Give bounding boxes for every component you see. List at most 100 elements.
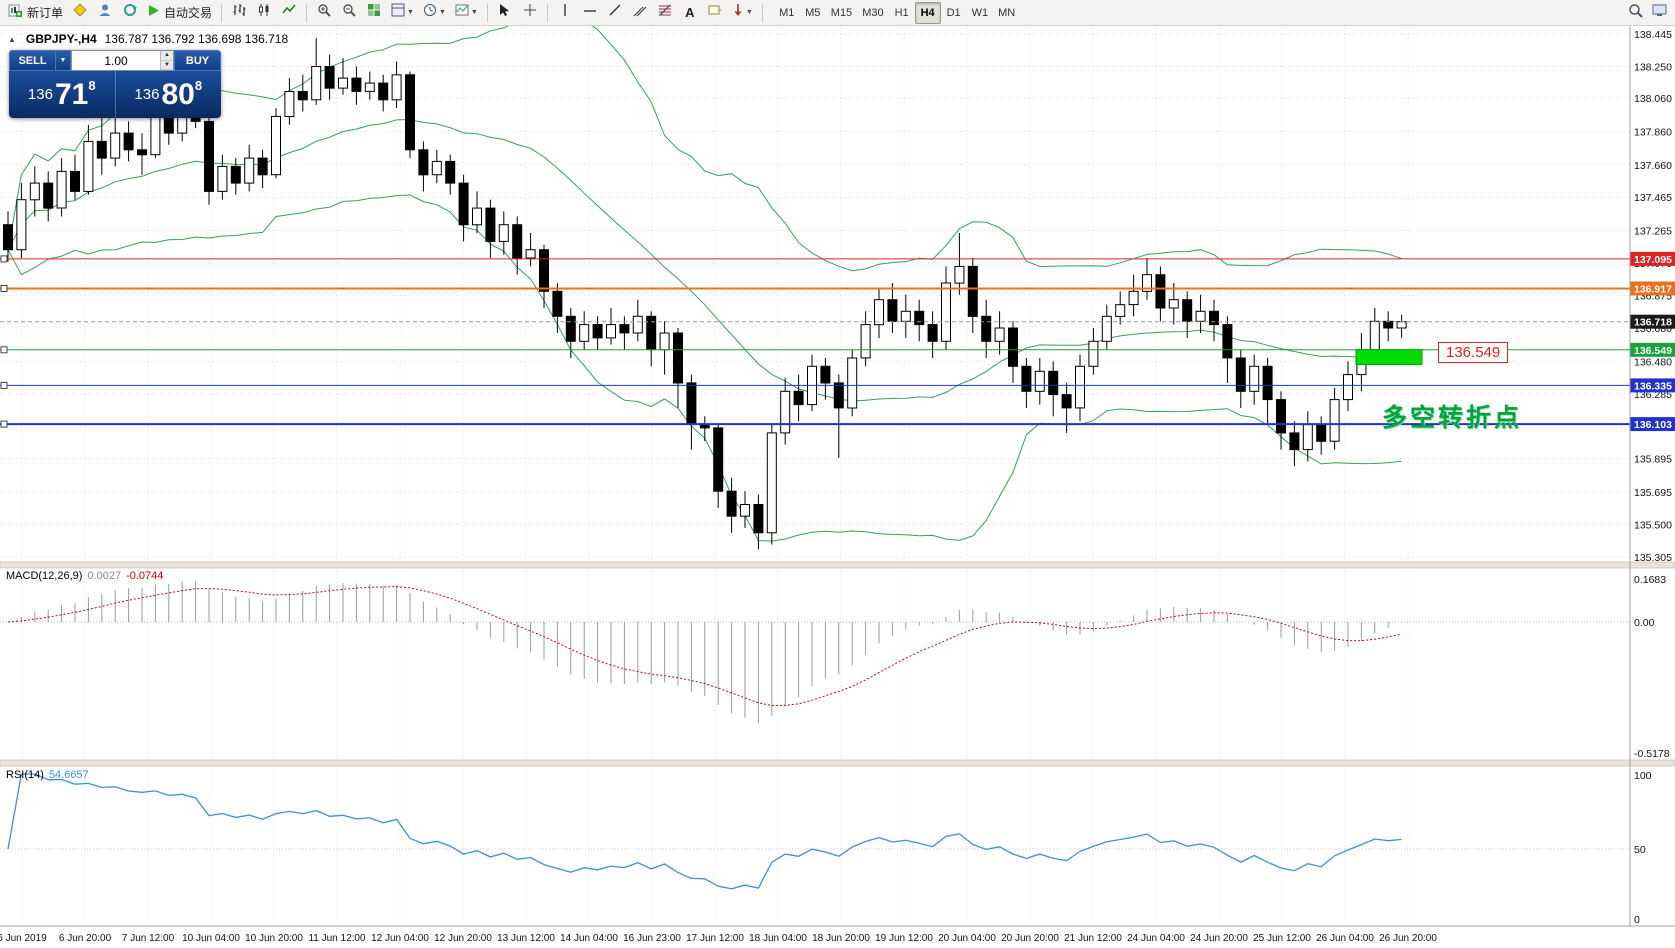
macd-axis-label: -0.5178 — [1634, 748, 1670, 760]
buy-price-pipette: 8 — [194, 78, 203, 93]
pane-separators — [0, 26, 1675, 927]
timeframe-button-w1[interactable]: W1 — [971, 6, 989, 19]
template-menu-button[interactable]: ▼ — [451, 2, 482, 24]
green-highlight-box[interactable] — [1355, 349, 1423, 366]
pane-separator[interactable] — [0, 759, 1675, 767]
line-chart-button[interactable] — [277, 2, 301, 24]
hline-anchor-handle[interactable] — [0, 420, 8, 428]
horizontal-line-button[interactable] — [578, 2, 602, 24]
refresh-button[interactable] — [118, 2, 142, 24]
text-label-button[interactable] — [703, 2, 727, 24]
chart-window[interactable]: 138.445 138.250 138.060 137.860 137.660 137.4… — [0, 26, 1675, 948]
time-tick-label: 20 Jun 04:00 — [938, 933, 996, 944]
text-button[interactable]: A — [678, 2, 702, 24]
order-settings-dropdown[interactable]: ▼ — [56, 50, 71, 71]
svg-text:137.095: 137.095 — [1634, 254, 1672, 266]
price-callout-label[interactable]: 136.549 — [1438, 342, 1509, 363]
search-button[interactable] — [1623, 2, 1647, 24]
cursor-button[interactable] — [493, 2, 517, 24]
period-menu-button[interactable]: ▼ — [419, 2, 450, 24]
svg-text:136.103: 136.103 — [1634, 419, 1672, 431]
candle — [927, 311, 938, 358]
svg-text:136.917: 136.917 — [1634, 284, 1672, 296]
timeframe-button-m15[interactable]: M15 — [830, 6, 853, 19]
horizontal-line-icon — [583, 4, 597, 22]
zoom-in-button[interactable] — [312, 2, 336, 24]
hline-anchor-handle[interactable] — [0, 381, 8, 389]
candle — [887, 283, 898, 333]
vertical-line-button[interactable] — [553, 2, 577, 24]
candle — [418, 141, 429, 192]
symbol-info: ▲ GBPJPY-,H4 136.787 136.792 136.698 136… — [8, 32, 288, 46]
candle — [137, 133, 147, 175]
buy-button[interactable]: BUY — [174, 50, 221, 71]
timeframe-button-h4[interactable]: H4 — [914, 1, 941, 24]
vertical-line-icon — [559, 3, 571, 22]
time-tick-label: 26 Jun 04:00 — [1316, 933, 1374, 944]
sell-button[interactable]: SELL — [9, 50, 56, 71]
timeframe-button-d1[interactable]: D1 — [946, 6, 961, 19]
price-axis[interactable]: 138.445 138.250 138.060 137.860 137.660 137.4… — [1630, 26, 1675, 948]
bb-upper-band — [7, 26, 1402, 272]
arrange-charts-icon — [391, 3, 405, 22]
time-tick-label: 10 Jun 20:00 — [245, 933, 303, 944]
sell-price[interactable]: 136 71 8 — [9, 71, 116, 118]
candle — [659, 321, 670, 375]
fibonacci-button[interactable] — [653, 2, 677, 24]
candle-chart-button[interactable] — [252, 2, 276, 24]
arrange-charts-button[interactable]: ▼ — [387, 2, 418, 24]
hline-anchor-handle[interactable] — [0, 285, 8, 292]
timeframe-toolbar: M1 M5 M15 M30 H1 H4 D1 W1 MN — [774, 1, 1020, 24]
toolbar-separator — [306, 3, 308, 22]
main-toolbar: 新订单 自动交易 ▼ ▼ ▼ — [0, 0, 1675, 26]
zoom-in-icon — [317, 3, 331, 22]
candle — [16, 183, 27, 258]
buy-price[interactable]: 136 80 8 — [116, 71, 222, 118]
timeframe-button-m1[interactable]: M1 — [779, 6, 795, 19]
crosshair-button[interactable] — [518, 2, 542, 24]
timeframe-button-mn[interactable]: MN — [998, 6, 1016, 19]
hline-anchor-handle[interactable] — [0, 255, 8, 263]
volume-down-icon[interactable]: ▼ — [161, 60, 173, 70]
terminal-icon — [1652, 3, 1667, 22]
turning-point-annotation[interactable]: 多空转折点 — [1382, 404, 1523, 432]
channel-button[interactable] — [628, 2, 652, 24]
volume-up-icon[interactable]: ▲ — [161, 51, 173, 61]
time-tick-label: 10 Jun 04:00 — [182, 933, 240, 944]
chart-canvas[interactable]: 138.445 138.250 138.060 137.860 137.660 137.4… — [0, 26, 1675, 948]
candle — [1262, 358, 1273, 425]
horizontal-lines[interactable] — [0, 255, 1630, 428]
timeframe-button-m30[interactable]: M30 — [862, 6, 884, 19]
toolbar-separator — [761, 3, 763, 22]
timeframe-button-h1[interactable]: H1 — [894, 6, 909, 19]
arrows-menu-button[interactable]: ▼ — [728, 2, 757, 24]
candle — [699, 416, 710, 442]
trendline-button[interactable] — [603, 2, 627, 24]
terminal-button[interactable] — [1647, 2, 1671, 24]
candle — [244, 144, 255, 192]
collapse-panel-arrow-icon[interactable]: ▲ — [8, 34, 16, 44]
autotrading-button[interactable]: 自动交易 — [143, 2, 216, 24]
market-button[interactable] — [93, 2, 117, 24]
timeframe-button-m5[interactable]: M5 — [805, 6, 821, 19]
new-order-button[interactable]: 新订单 — [4, 2, 67, 24]
autotrading-play-icon — [147, 4, 160, 22]
candle-chart-icon — [257, 3, 271, 22]
candle — [56, 158, 67, 217]
candle — [405, 71, 415, 159]
candle — [217, 154, 228, 200]
candle — [1168, 283, 1179, 325]
bar-chart-button[interactable] — [227, 2, 251, 24]
price-tick-label: 137.660 — [1634, 160, 1672, 172]
zoom-out-button[interactable] — [337, 2, 361, 24]
rsi-pane — [0, 773, 1630, 890]
volume-input[interactable] — [72, 51, 160, 70]
chevron-down-icon: ▼ — [745, 9, 753, 16]
pane-separator[interactable] — [0, 561, 1675, 569]
hline-anchor-handle[interactable] — [0, 346, 8, 354]
metaeditor-button[interactable] — [68, 2, 92, 24]
tile-windows-button[interactable] — [362, 2, 386, 24]
time-axis[interactable]: 6 Jun 2019 6 Jun 20:00 7 Jun 12:00 10 Jun 0… — [0, 933, 1437, 944]
annotations — [1355, 349, 1423, 366]
bar-chart-icon — [232, 3, 246, 22]
